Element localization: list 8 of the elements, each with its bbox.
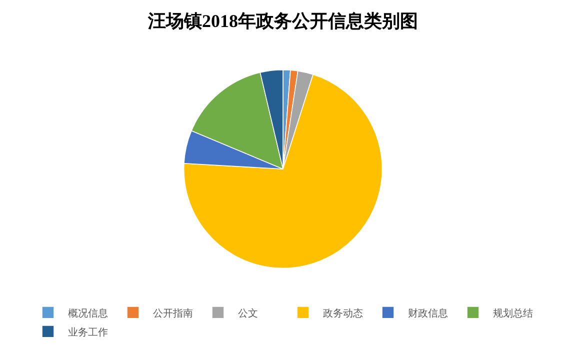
legend-label: 业务工作 [68,326,108,338]
legend-label: 规划总结 [493,307,533,320]
chart-title: 汪场镇2018年政务公开信息类别图 [147,10,418,31]
legend-label: 公开指南 [153,307,193,320]
legend-label: 财政信息 [408,307,448,320]
legend-label: 公文 [238,307,258,320]
legend-label: 概况信息 [68,307,108,320]
legend-label: 政务动态 [323,307,363,320]
